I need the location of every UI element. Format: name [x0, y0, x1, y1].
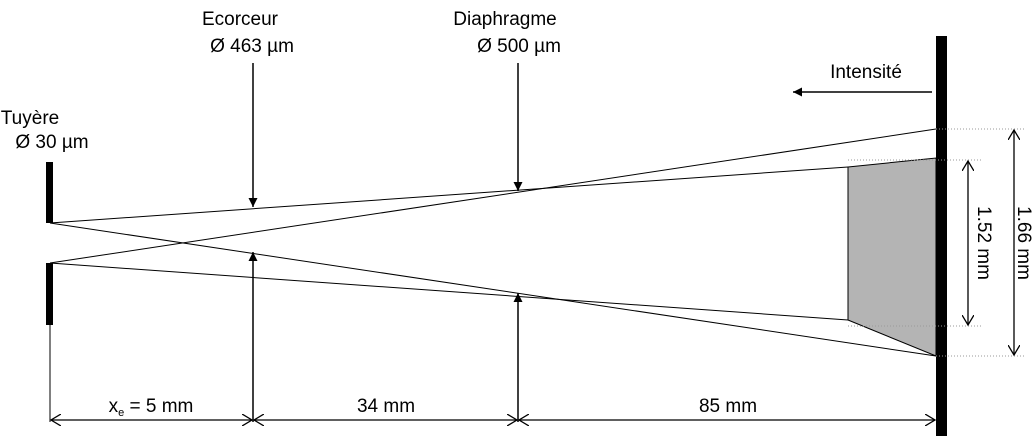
intensity-profile-shape	[847, 157, 937, 357]
intensity-label: Intensité	[830, 62, 902, 83]
guide-lines	[848, 128, 1025, 357]
nozzle-upper-plate	[46, 162, 53, 223]
xe-value: = 5 mm	[124, 396, 193, 417]
xe-subscript: e	[118, 407, 124, 419]
nozzle-name-label: Tuyère	[1, 108, 59, 129]
distance-85-label: 85 mm	[699, 396, 757, 417]
beam-rays	[49, 128, 937, 357]
ray-bottom-to-outer-top	[49, 128, 937, 264]
inner-height-label: 1.52 mm	[973, 206, 994, 280]
outer-height-label: 1.66 mm	[1013, 206, 1034, 280]
nozzle-lower-plate	[46, 263, 53, 325]
detector-screen	[936, 36, 947, 436]
xe-dimension-label: xe = 5 mm	[109, 396, 194, 419]
ray-top-to-outer-bottom	[49, 222, 937, 357]
skimmer-diameter-label: Ø 463 µm	[210, 36, 294, 57]
skimmer-name-label: Ecorceur	[202, 9, 279, 30]
xe-symbol: x	[109, 396, 119, 417]
ray-top-to-inner	[49, 166, 849, 224]
diaphragm-name-label: Diaphragme	[453, 9, 557, 30]
diaphragm-diameter-label: Ø 500 µm	[477, 36, 561, 57]
distance-34-label: 34 mm	[357, 396, 415, 417]
nozzle-diameter-label: Ø 30 µm	[15, 132, 88, 153]
ray-bottom-to-inner	[49, 262, 849, 321]
